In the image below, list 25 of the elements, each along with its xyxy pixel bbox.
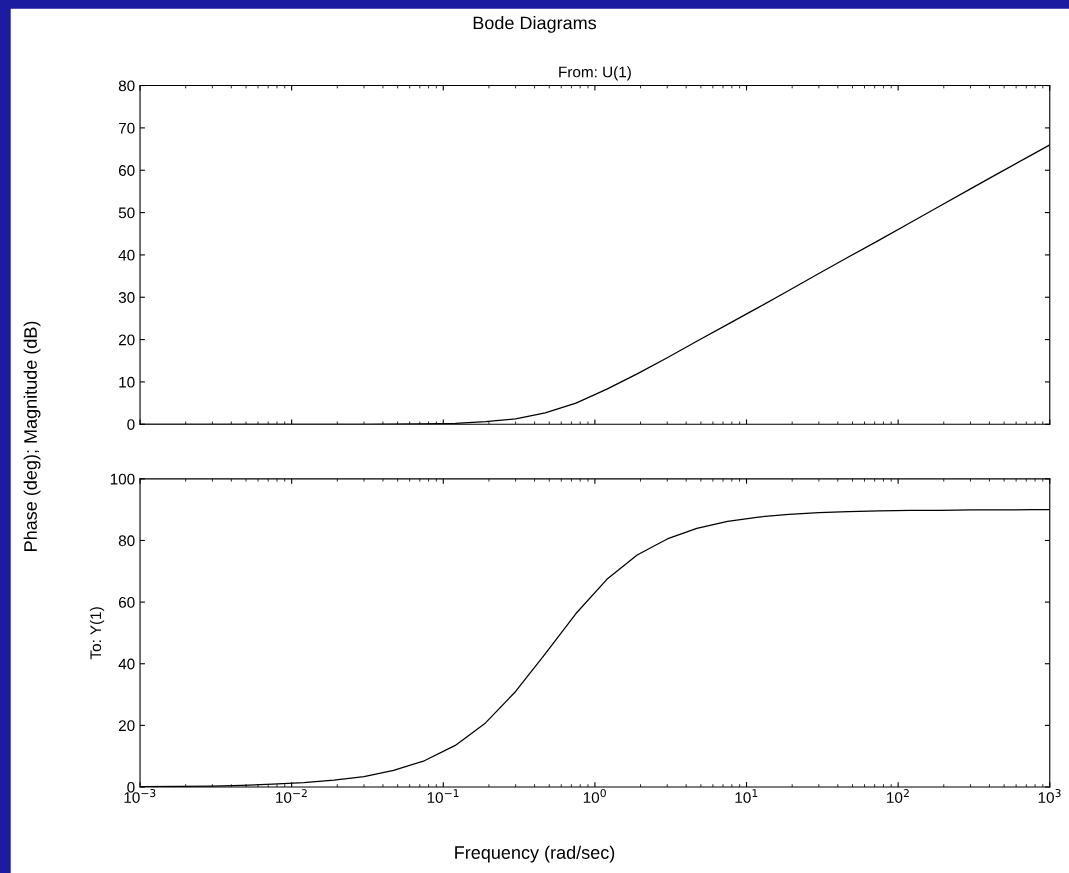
- y-tick-label: 100: [110, 473, 135, 485]
- x-tick-label: 10$^{1}$: [735, 789, 758, 803]
- x-tick-label: 10$^{−2}$: [276, 789, 307, 803]
- y-tick-label: 80: [118, 535, 135, 547]
- x-tick-label: 10$^{0}$: [583, 789, 606, 803]
- y-tick-label: 50: [118, 207, 135, 219]
- y-tick-label: 80: [118, 80, 135, 92]
- x-tick-label: 10$^{3}$: [1038, 789, 1061, 803]
- y-tick-label: 0: [127, 419, 135, 430]
- y-tick-label: 20: [118, 334, 135, 346]
- x-tick-label: 10$^{2}$: [887, 789, 909, 803]
- x-tick-label: 10$^{−1}$: [427, 789, 459, 803]
- y-tick-label: 60: [118, 596, 135, 608]
- y-tick-label: 40: [118, 249, 135, 261]
- x-axis-title: Frequency (rad/sec): [455, 845, 615, 863]
- y-axis-title: Phase (deg); Magnitude (dB): [23, 321, 41, 551]
- y-tick-label: 20: [118, 720, 135, 732]
- chart-title: From: U(1): [559, 66, 631, 81]
- y-tick-label: 10: [119, 376, 135, 388]
- y-tick-label: 30: [118, 292, 135, 303]
- y-tick-label: 60: [118, 165, 135, 176]
- y-axis-title: To: Y(1): [89, 607, 105, 660]
- y-tick-label: 70: [118, 122, 135, 134]
- text: Bode Diagrams: [473, 16, 597, 33]
- y-tick-label: 40: [118, 658, 135, 670]
